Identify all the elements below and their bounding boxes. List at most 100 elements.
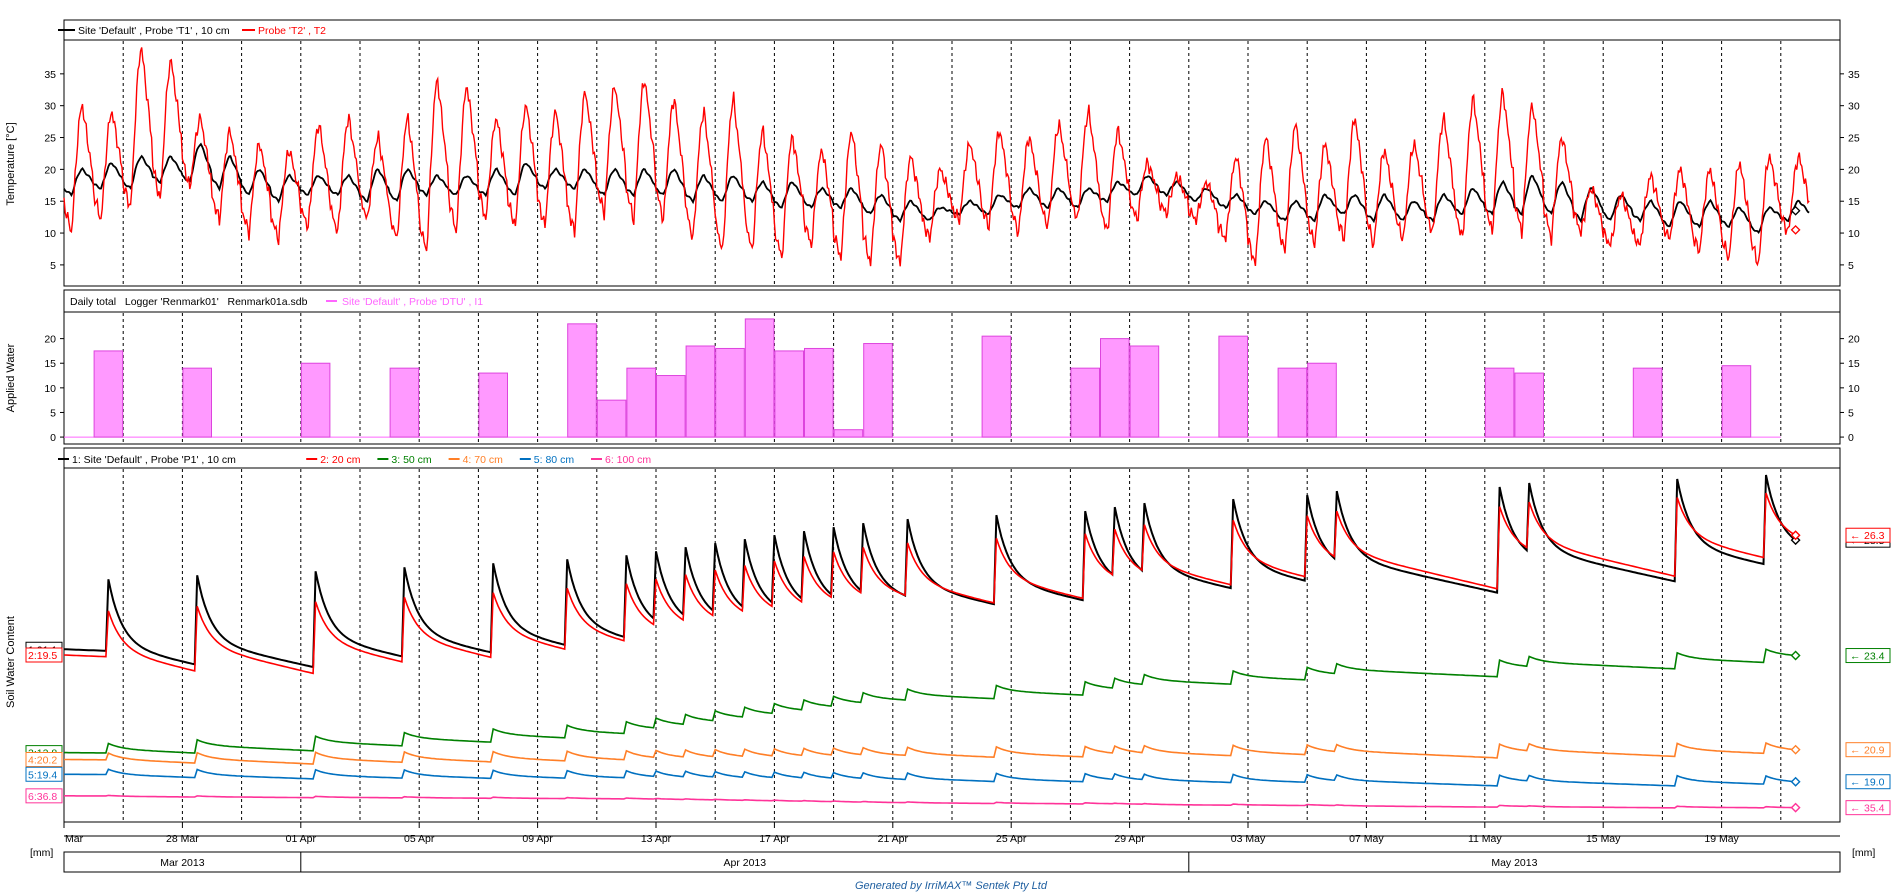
temperature-ytick-label-right: 15 [1848,196,1860,208]
time-axis-tick-label: Mar [65,833,84,845]
soil-water-series-6-line [64,794,1796,809]
soil-water-series-6-end-arrow: ← [1850,803,1861,815]
applied-water-bar [300,362,331,438]
time-axis-month-frame [63,851,1841,873]
applied-water-bar [93,350,124,438]
applied-water-ytick-label-right: 5 [1848,407,1854,419]
soil-water-series-6-end-marker [1790,802,1801,813]
time-axis-unit-left: [mm] [30,847,53,859]
temperature-ytick-label: 35 [44,69,56,81]
temperature-ytick-label-right: 20 [1848,164,1860,176]
time-axis-tick-label: 07 May [1349,833,1384,845]
time-axis-tick-label: 19 May [1704,833,1739,845]
applied-water-bar [685,345,716,438]
applied-water-bar [1721,365,1752,438]
soil-water-series-2-start-box [25,647,63,663]
soil-water-series-6-start-label: 6:36.8 [28,791,57,803]
soil-water-legend-3: 3: 50 cm [391,454,432,466]
applied-water-ytick-label-right: 20 [1848,334,1860,346]
applied-water-y-axis-label: Applied Water [5,343,17,412]
soil-water-series-2-line [63,492,1796,675]
temperature-series-1-line [63,142,1810,235]
soil-water-series-4-start-box [25,752,63,767]
time-axis-unit-right: [mm] [1852,847,1875,859]
temperature-ytick-label: 20 [44,164,56,176]
applied-water-bar [1129,345,1160,438]
temperature-series-2-end-marker [1790,224,1801,235]
soil-water-series-4-end-marker [1790,744,1801,755]
time-axis-tick-label: 13 Apr [641,833,672,845]
soil-water-legend-2: 2: 20 cm [320,454,361,466]
applied-water-bar [182,367,212,438]
soil-water-series-5-end-marker [1790,776,1801,787]
applied-water-bar [715,347,745,438]
applied-water-ytick-label: 0 [50,432,56,444]
soil-water-series-3-end-arrow: ← [1850,651,1861,663]
soil-water-series-1-line [64,474,1797,669]
time-axis-tick-label: 17 Apr [759,833,790,845]
soil-water-series-5-end-label: 19.0 [1864,777,1885,789]
applied-water-bar [1218,335,1249,438]
temperature-legend-2: Probe 'T2' , T2 [258,25,326,37]
applied-water-bar [1632,367,1663,438]
time-axis-tick-label: 29 Apr [1114,833,1145,845]
soil-water-series-5-end-box [1845,774,1891,790]
time-axis: [mm] [mm] Mar 28 Mar 01 Apr 05 Apr 09 Apr 13 … [30,822,1875,873]
applied-water-bar [981,335,1012,438]
applied-water-bar [863,343,893,438]
applied-water-bar [389,367,420,438]
soil-water-series-4-start-label: 4:20.2 [28,755,57,767]
time-axis-month-label: May 2013 [1491,857,1537,869]
soil-water-series-3-line [64,648,1796,754]
time-axis-tick-label: 15 May [1586,833,1621,845]
time-axis-month-label: Apr 2013 [723,857,766,869]
soil-water-series-3-end-marker [1790,650,1801,661]
temperature-series-1-end-marker [1790,205,1801,216]
soil-water-series-3-end-label: 23.4 [1864,651,1885,663]
temperature-legend-1: Site 'Default' , Probe 'T1' , 10 cm [78,25,230,37]
applied-water-ytick-label: 20 [44,334,56,346]
temperature-ytick-label: 25 [44,133,56,145]
soil-water-series-5-start-label: 5:19.4 [28,769,57,781]
soil-water-panel: 1: Site 'Default' , Probe 'P1' , 10 cm 2:… [5,447,1891,823]
soil-water-series-5-line [64,768,1796,787]
temperature-ytick-label: 5 [50,260,56,272]
soil-water-series-6-start-box [25,788,63,804]
soil-water-series-6-end-box [1845,800,1891,816]
soil-water-series-2-end-box [1845,527,1891,543]
soil-water-series-2-end-label: 26.3 [1864,530,1885,542]
applied-water-bar [1514,372,1545,438]
applied-water-ytick-label: 15 [44,358,56,370]
applied-water-bar [567,323,597,438]
temperature-ytick-label: 15 [44,196,56,208]
temperature-ytick-label-right: 25 [1848,133,1860,145]
soil-water-legend-4: 4: 70 cm [463,454,504,466]
applied-water-title: Daily total Logger 'Renmark01' Renmark01… [70,296,308,308]
applied-water-ytick-label: 10 [44,383,56,395]
soil-water-series-2-start-label: 2:19.5 [28,650,57,662]
time-axis-tick-label: 05 Apr [404,833,435,845]
temperature-ytick-label-right: 5 [1848,260,1854,272]
applied-water-ytick-label-right: 0 [1848,432,1854,444]
applied-water-bar [1070,367,1101,438]
temperature-ytick-label-right: 35 [1848,69,1860,81]
soil-water-series-5-end-arrow: ← [1850,777,1861,789]
temperature-series-2-line [63,47,1810,267]
footer-credit: Generated by IrriMAX™ Sentek Pty Ltd [855,880,1048,892]
temperature-ytick-label: 10 [44,228,56,240]
soil-water-series-5-start-box [25,766,63,782]
temperature-y-axis-label: Temperature [°C] [5,122,17,205]
applied-water-bar [478,372,508,438]
soil-water-legend-1: 1: Site 'Default' , Probe 'P1' , 10 cm [72,454,236,466]
soil-water-y-axis-label: Soil Water Content [5,616,17,708]
applied-water-bar [656,375,686,438]
applied-water-bar [744,318,775,438]
applied-water-panel: Daily total Logger 'Renmark01' Renmark01… [5,289,1860,445]
soil-water-series-4-end-arrow: ← [1850,745,1861,757]
time-axis-tick-label: 28 Mar [166,833,199,845]
time-axis-tick-label: 03 May [1231,833,1266,845]
temperature-ytick-label: 30 [44,101,56,113]
time-axis-tick-label: 09 Apr [522,833,553,845]
temperature-ytick-label-right: 30 [1848,101,1860,113]
